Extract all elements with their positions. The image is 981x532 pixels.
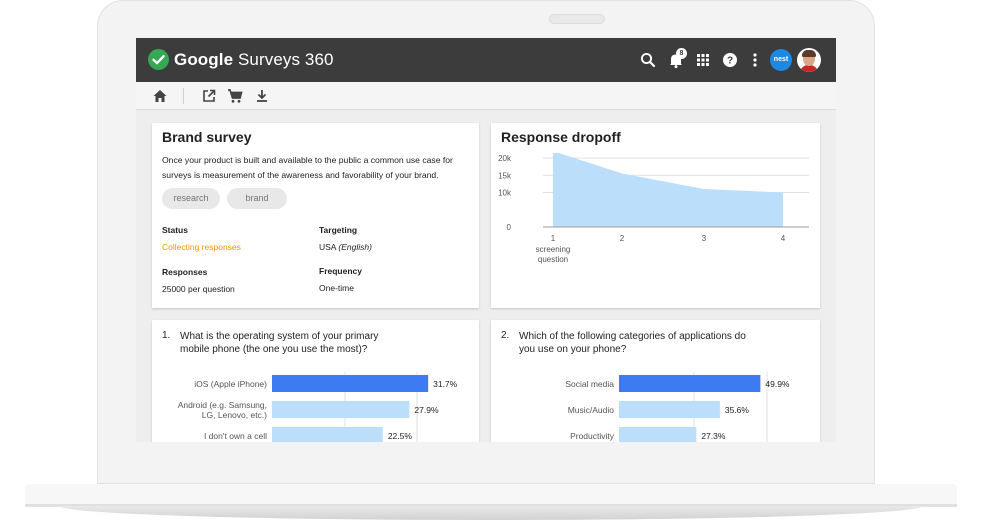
question-card-1: 1. What is the operating system of your … [152,320,479,442]
bar-category-label: I don't own a cell [204,431,267,441]
svg-text:?: ? [727,56,733,67]
open-in-new-icon[interactable] [201,88,217,104]
x-tick-label: 2 [620,234,625,243]
app-title-product: Surveys 360 [233,50,334,69]
dropoff-area [553,153,783,227]
app-title-google: Google [174,50,234,69]
bar [619,401,720,418]
tag-chip-research[interactable]: research [162,188,220,209]
question-number: 1. [162,330,171,341]
x-tick-label: 3 [702,234,707,243]
bar [619,375,761,392]
targeting-value: USA (English) [319,242,372,252]
status-value: Collecting responses [162,242,241,252]
y-tick-label: 20k [498,154,512,163]
response-dropoff-title: Response dropoff [501,129,621,145]
search-button[interactable] [639,51,657,69]
app-screen: Google Surveys 360 8 ? nest [136,38,836,442]
bar-category-label: Android (e.g. Samsung, [178,400,267,410]
question-text: Which of the following categories of app… [519,330,809,356]
bar-category-label: LG, Lenovo, etc.) [202,410,267,420]
bar-category-label: iOS (Apple iPhone) [194,379,267,389]
bar-value-label: 31.7% [433,379,458,389]
bar-value-label: 35.6% [725,405,750,415]
brand-survey-description: Once your product is built and available… [162,153,474,183]
question-1-bar-chart: 31.7% iOS (Apple iPhone) 27.9% Android (e.g… [178,372,458,442]
y-tick-label: 10k [498,189,512,198]
question-text-line: Which of the following categories of app… [519,331,746,342]
question-2-bar-chart: 49.9% Social media 35.6% Music/Audio 27.3% Pr… [565,372,790,442]
targeting-label: Targeting [319,225,358,235]
apps-grid-icon [697,54,709,66]
description-line: surveys is measurement of the awareness … [162,170,439,180]
toolbar-divider [183,88,184,104]
targeting-country: USA [319,242,339,252]
y-tick-label: 15k [498,171,512,180]
laptop-base-bottom [60,506,922,520]
bar-value-label: 27.9% [414,405,439,415]
search-icon [640,52,656,68]
help-button[interactable]: ? [721,51,739,69]
question-text: What is the operating system of your pri… [180,330,470,356]
bar [272,401,410,418]
app-title: Google Surveys 360 [174,50,334,70]
x-tick-label: 1 [551,234,556,243]
targeting-language: (English) [338,242,372,252]
tag-chip-brand[interactable]: brand [227,188,287,209]
avatar-shirt [800,65,818,72]
frequency-value: One-time [319,283,354,293]
cart-icon[interactable] [227,88,243,104]
app-bar: Google Surveys 360 8 ? nest [136,38,836,82]
user-avatar[interactable] [797,48,821,72]
x-tick-sublabel: screening [536,245,571,254]
more-options-button[interactable] [746,51,764,69]
bar-value-label: 27.3% [701,431,726,441]
x-tick-label: 4 [781,234,786,243]
bar [272,427,383,442]
status-label: Status [162,225,188,235]
camera-notch [549,14,605,24]
home-icon[interactable] [152,88,168,104]
responses-label: Responses [162,267,208,277]
bar-category-label: Social media [565,379,614,389]
bar-category-label: Productivity [570,431,615,441]
question-card-2: 2. Which of the following categories of … [491,320,820,442]
apps-button[interactable] [694,51,712,69]
toolbar [136,82,836,110]
bar-value-label: 22.5% [388,431,413,441]
question-text-line: mobile phone (the one you use the most)? [180,344,368,355]
frequency-label: Frequency [319,266,362,276]
question-text-line: you use on your phone? [519,344,627,355]
download-icon[interactable] [254,88,270,104]
y-tick-label: 0 [507,223,512,232]
notification-count-badge: 8 [676,48,687,59]
help-icon: ? [723,53,737,67]
responses-value: 25000 per question [162,284,235,294]
response-dropoff-card: Response dropoff 0 10k 15k 20k 1 2 3 4 screening… [491,123,820,308]
notifications-button[interactable]: 8 [667,48,687,69]
brand-survey-card: Brand survey Once your product is built … [152,123,479,308]
bar-category-label: Music/Audio [568,405,615,415]
avatar-hair [802,50,816,57]
laptop-base [25,484,957,506]
organization-avatar[interactable]: nest [770,49,792,71]
description-line: Once your product is built and available… [162,155,453,165]
more-vert-icon [753,53,757,67]
question-text-line: What is the operating system of your pri… [180,331,379,342]
bar [619,427,697,442]
x-tick-sublabel: question [538,255,568,264]
check-logo-icon [148,49,169,70]
brand-survey-title: Brand survey [162,129,252,145]
question-number: 2. [501,330,510,341]
bar-value-label: 49.9% [765,379,790,389]
bar [272,375,429,392]
